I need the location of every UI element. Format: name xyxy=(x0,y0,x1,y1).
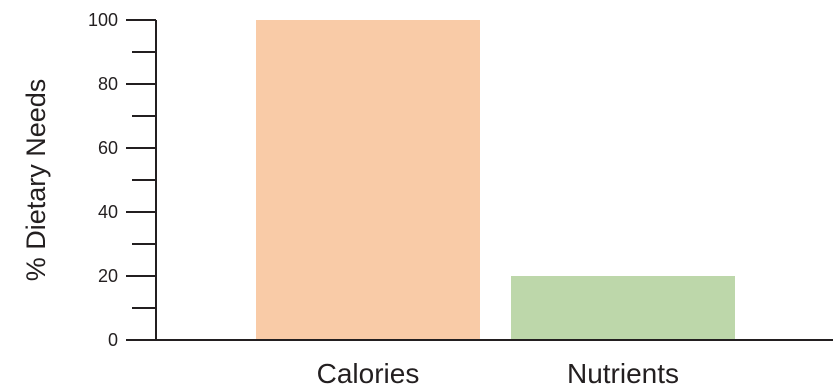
bar-calories xyxy=(256,20,480,340)
bars-group xyxy=(256,20,735,340)
y-axis-title: % Dietary Needs xyxy=(21,79,51,282)
x-tick-label-nutrients: Nutrients xyxy=(567,358,679,388)
y-tick-label-100: 100 xyxy=(88,10,118,30)
x-axis-labels: Calories Nutrients xyxy=(317,358,679,388)
x-tick-label-calories: Calories xyxy=(317,358,420,388)
bar-nutrients xyxy=(511,276,735,340)
y-tick-label-20: 20 xyxy=(98,266,118,286)
y-tick-label-60: 60 xyxy=(98,138,118,158)
y-tick-label-40: 40 xyxy=(98,202,118,222)
y-tick-label-80: 80 xyxy=(98,74,118,94)
y-axis-ticks: 0 20 40 60 80 100 xyxy=(88,10,156,350)
y-tick-label-0: 0 xyxy=(108,330,118,350)
